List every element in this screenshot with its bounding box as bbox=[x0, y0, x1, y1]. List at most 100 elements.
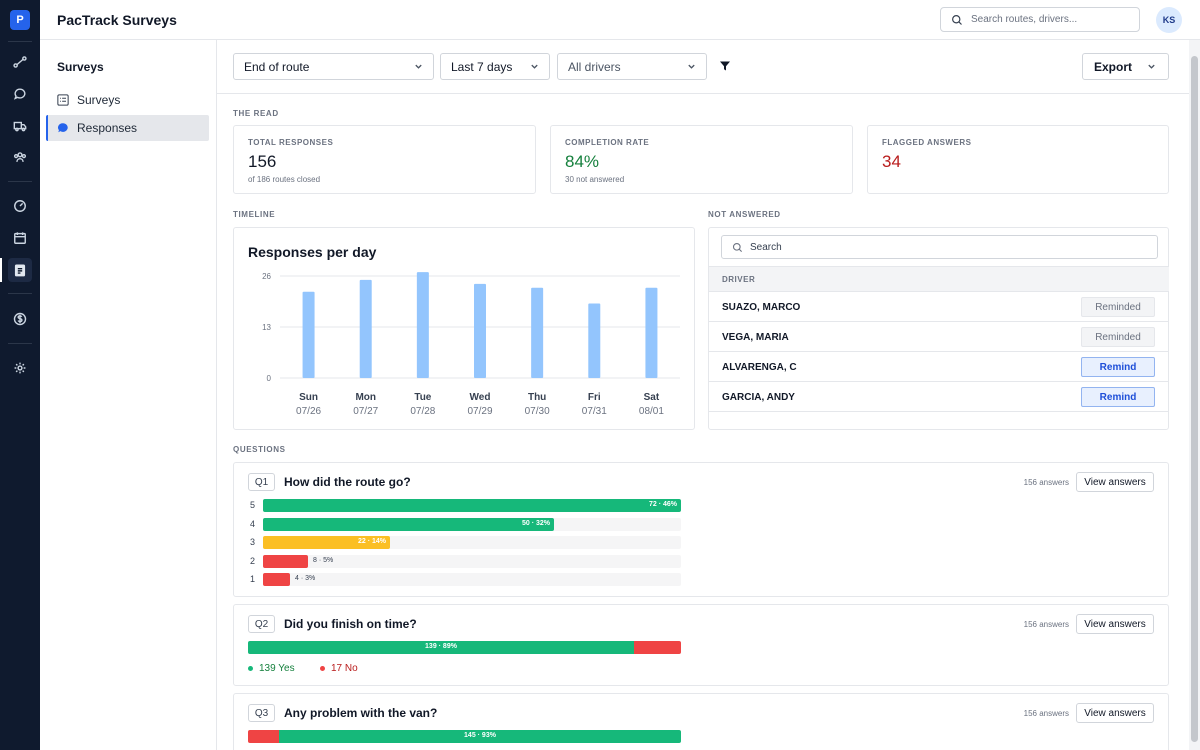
chart-bar bbox=[416, 272, 429, 378]
view-answers-button[interactable]: View answers bbox=[1076, 703, 1154, 723]
legend-label: 139 Yes bbox=[259, 663, 295, 674]
gauge-icon[interactable] bbox=[8, 194, 32, 218]
driver-name: SUAZO, MARCO bbox=[722, 302, 801, 313]
x-tick-label: Sat bbox=[644, 392, 660, 403]
rating-value-label: 50 · 32% bbox=[521, 519, 550, 527]
rail-divider bbox=[8, 293, 32, 294]
read-section-label: THE READ bbox=[233, 109, 279, 118]
drivers-select[interactable]: All drivers bbox=[557, 53, 707, 80]
not-answered-card: DRIVER SUAZO, MARCO Reminded VEGA, MARIA… bbox=[708, 227, 1169, 430]
filter-icon[interactable] bbox=[719, 60, 731, 72]
bar-segment-label: 139 · 89% bbox=[425, 643, 457, 650]
reminded-button[interactable]: Reminded bbox=[1081, 297, 1155, 317]
rating-score: 1 bbox=[250, 574, 256, 584]
team-icon[interactable] bbox=[8, 145, 32, 169]
rating-score: 3 bbox=[250, 537, 256, 547]
export-label: Export bbox=[1094, 59, 1133, 74]
x-tick-label: Sun bbox=[299, 392, 318, 403]
stat-card-flagged: FLAGGED ANSWERS 34 bbox=[867, 125, 1169, 194]
chart-title: Responses per day bbox=[248, 244, 377, 260]
stat-label: TOTAL RESPONSES bbox=[248, 138, 334, 147]
stat-card-total: TOTAL RESPONSES 156 of 186 routes closed bbox=[233, 125, 536, 194]
legend-no: 17 No bbox=[320, 663, 358, 674]
sidebar-item-surveys[interactable]: Surveys bbox=[46, 87, 209, 113]
yes-no-bar: 139 · 89% bbox=[248, 641, 681, 654]
calendar-icon[interactable] bbox=[8, 226, 32, 250]
bar-segment bbox=[279, 730, 681, 743]
rating-track bbox=[263, 554, 681, 568]
answer-count: 156 answers bbox=[1023, 709, 1069, 718]
x-tick-label: Thu bbox=[528, 392, 546, 403]
x-tick-date: 08/01 bbox=[639, 406, 664, 417]
question-tag: Q2 bbox=[248, 615, 275, 633]
rating-row: 5 72 · 46% bbox=[234, 499, 694, 513]
driver-column-header: DRIVER bbox=[709, 266, 1169, 292]
rating-row: 1 4 · 3% bbox=[234, 573, 694, 587]
stat-value: 34 bbox=[882, 152, 901, 171]
stat-subtext: 30 not answered bbox=[565, 175, 625, 184]
y-tick-label: 0 bbox=[267, 374, 272, 383]
rating-score: 4 bbox=[250, 518, 256, 529]
rating-value-label: 22 · 14% bbox=[357, 538, 386, 545]
chat-icon[interactable] bbox=[8, 82, 32, 106]
global-search-input[interactable] bbox=[971, 14, 1131, 25]
view-answers-button[interactable]: View answers bbox=[1076, 472, 1154, 492]
search-icon bbox=[952, 14, 962, 25]
bar-segment bbox=[248, 641, 634, 654]
dollar-icon[interactable] bbox=[8, 307, 32, 331]
sidebar-title: Surveys bbox=[57, 60, 104, 74]
chart-bar bbox=[645, 287, 658, 378]
question-card-q2: Q2 Did you finish on time? 156 answers V… bbox=[233, 604, 1169, 686]
legend-dot bbox=[248, 666, 253, 671]
chevron-down-icon bbox=[415, 64, 422, 69]
driver-name: VEGA, MARIA bbox=[722, 332, 789, 343]
settings-icon[interactable] bbox=[8, 356, 32, 380]
stat-subtext: of 186 routes closed bbox=[248, 175, 321, 184]
stat-label: FLAGGED ANSWERS bbox=[882, 138, 972, 147]
x-tick-date: 07/28 bbox=[410, 406, 435, 417]
responses-chart-card: Responses per day 0 13 26 Sun 07/26 Mon 07/27 T… bbox=[233, 227, 695, 430]
table-row: SUAZO, MARCO Reminded bbox=[709, 292, 1169, 322]
user-avatar[interactable]: KS bbox=[1156, 7, 1182, 33]
answer-count: 156 answers bbox=[1023, 620, 1069, 629]
legend-yes: 139 Yes bbox=[248, 663, 295, 674]
clipboard-icon[interactable] bbox=[8, 258, 32, 282]
rating-bar bbox=[263, 499, 681, 512]
date-range-select[interactable]: Last 7 days bbox=[440, 53, 550, 80]
question-text: Any problem with the van? bbox=[284, 706, 438, 720]
x-tick-date: 07/27 bbox=[353, 406, 378, 417]
app-title: PacTrack Surveys bbox=[57, 12, 177, 28]
not-answered-search-input[interactable] bbox=[750, 241, 1130, 253]
drivers-select-value: All drivers bbox=[568, 59, 621, 74]
legend-dot bbox=[320, 666, 325, 671]
truck-icon[interactable] bbox=[8, 114, 32, 138]
table-row: ALVARENGA, C Remind bbox=[709, 352, 1169, 382]
route-icon[interactable] bbox=[8, 50, 32, 74]
remind-button[interactable]: Remind bbox=[1081, 357, 1155, 377]
survey-select[interactable]: End of route bbox=[233, 53, 434, 80]
view-answers-button[interactable]: View answers bbox=[1076, 614, 1154, 634]
global-search[interactable] bbox=[940, 7, 1140, 32]
export-button[interactable]: Export bbox=[1082, 53, 1169, 80]
rating-track bbox=[263, 573, 681, 586]
chart-bar bbox=[531, 287, 544, 378]
scrollbar-thumb[interactable] bbox=[1191, 56, 1198, 742]
not-answered-search[interactable] bbox=[721, 235, 1158, 259]
rating-value-label: 8 · 5% bbox=[313, 556, 334, 564]
sidebar-item-responses[interactable]: Responses bbox=[46, 115, 209, 141]
rating-score: 5 bbox=[250, 500, 256, 510]
reminded-button[interactable]: Reminded bbox=[1081, 327, 1155, 347]
rating-bar bbox=[263, 554, 308, 568]
chart-bar bbox=[302, 291, 315, 378]
x-tick-date: 07/30 bbox=[525, 406, 550, 417]
main-scrollbar[interactable] bbox=[1189, 40, 1200, 750]
y-tick-label: 26 bbox=[262, 272, 271, 281]
chat-bubble-icon bbox=[58, 123, 68, 133]
x-tick-label: Fri bbox=[588, 392, 601, 403]
app-logo[interactable]: P bbox=[10, 10, 30, 30]
remind-button[interactable]: Remind bbox=[1081, 387, 1155, 407]
x-tick-date: 07/29 bbox=[467, 406, 492, 417]
bar-segment bbox=[248, 730, 279, 743]
question-text: Did you finish on time? bbox=[284, 617, 417, 631]
stat-value: 84% bbox=[565, 152, 600, 171]
